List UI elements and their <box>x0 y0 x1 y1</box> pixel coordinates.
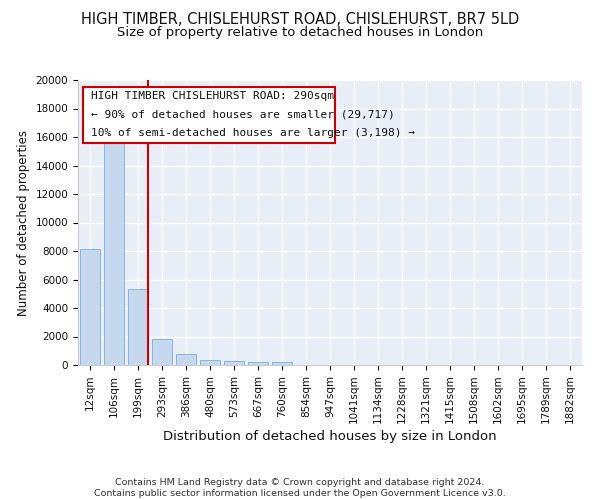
Text: ← 90% of detached houses are smaller (29,717): ← 90% of detached houses are smaller (29… <box>91 110 394 120</box>
Text: Contains HM Land Registry data © Crown copyright and database right 2024.
Contai: Contains HM Land Registry data © Crown c… <box>94 478 506 498</box>
Bar <box>248 362 268 365</box>
Text: 10% of semi-detached houses are larger (3,198) →: 10% of semi-detached houses are larger (… <box>91 128 415 138</box>
Text: HIGH TIMBER, CHISLEHURST ROAD, CHISLEHURST, BR7 5LD: HIGH TIMBER, CHISLEHURST ROAD, CHISLEHUR… <box>81 12 519 28</box>
Y-axis label: Number of detached properties: Number of detached properties <box>17 130 30 316</box>
Text: Size of property relative to detached houses in London: Size of property relative to detached ho… <box>117 26 483 39</box>
Bar <box>200 360 220 365</box>
Bar <box>80 249 100 365</box>
Bar <box>224 361 244 365</box>
Text: HIGH TIMBER CHISLEHURST ROAD: 290sqm: HIGH TIMBER CHISLEHURST ROAD: 290sqm <box>91 90 334 101</box>
Bar <box>152 338 172 365</box>
Bar <box>272 362 292 365</box>
Bar <box>83 87 335 142</box>
X-axis label: Distribution of detached houses by size in London: Distribution of detached houses by size … <box>163 430 497 444</box>
Bar <box>104 128 124 365</box>
Bar <box>176 354 196 365</box>
Bar <box>128 290 148 365</box>
